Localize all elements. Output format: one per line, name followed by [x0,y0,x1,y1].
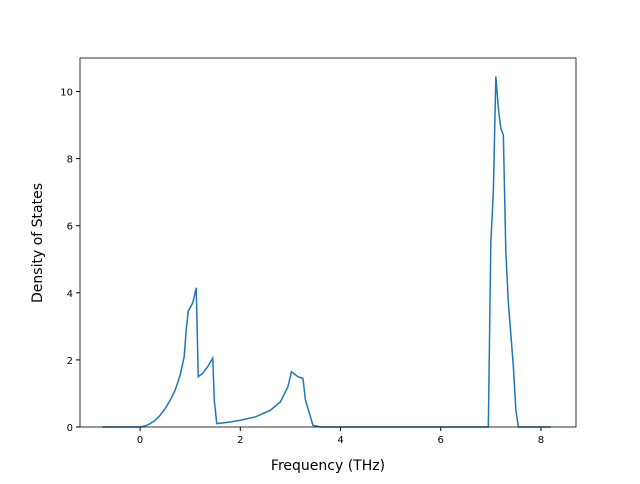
x-axis-label: Frequency (THz) [271,458,385,474]
y-tick-label: 6 [67,222,73,233]
x-tick-label: 0 [137,435,143,446]
line-series [102,76,551,428]
x-tick-label: 2 [237,435,243,446]
y-tick-label: 2 [67,356,73,367]
x-tick-label: 8 [538,435,544,446]
y-tick-label: 0 [67,423,73,434]
y-tick-label: 8 [67,155,73,166]
y-axis-label: Density of States [30,183,46,303]
x-tick-label: 4 [337,435,343,446]
y-tick-label: 10 [60,88,73,99]
plot-frame [79,57,577,428]
x-tick-label: 6 [438,435,444,446]
y-tick-label: 4 [67,289,73,300]
